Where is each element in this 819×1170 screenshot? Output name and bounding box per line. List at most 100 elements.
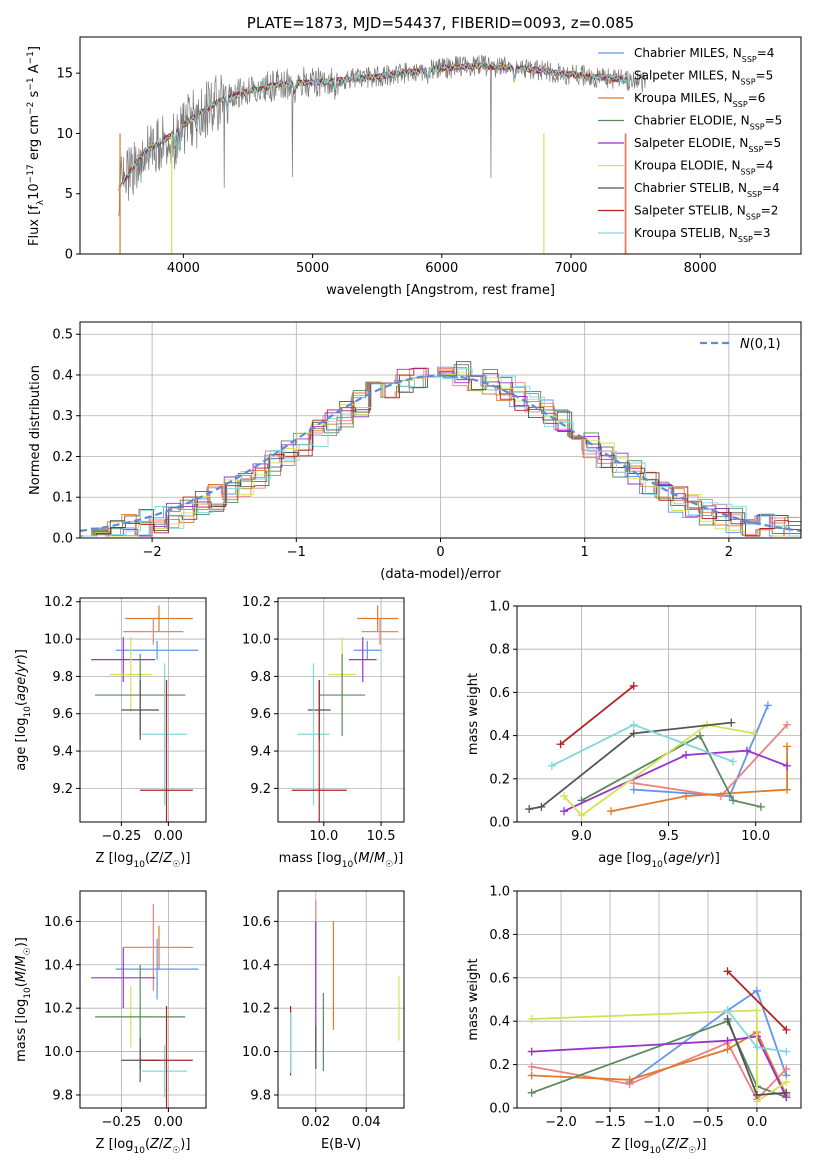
label-part: ( <box>661 1137 666 1152</box>
label-part: )] <box>710 851 720 866</box>
y-tick-label: 10.0 <box>242 633 271 648</box>
x-tick-label: 5000 <box>296 261 329 276</box>
y-tick-label: 9.8 <box>250 670 271 685</box>
weight-marker <box>742 746 751 755</box>
y-tick-label: 9.6 <box>250 707 271 722</box>
label-part: )] <box>14 649 29 659</box>
weight-marker <box>527 1062 536 1071</box>
y-tick-label: 10.2 <box>242 1002 271 1017</box>
x-axis-label: (data-model)/error <box>380 567 501 582</box>
weight-marker <box>527 1015 536 1024</box>
weight-marker <box>723 1036 732 1045</box>
label-part: age <box>668 851 692 866</box>
weight-marker <box>629 720 638 729</box>
y-tick-label: 15 <box>56 67 73 82</box>
axes-frame <box>277 597 405 823</box>
legend-tail: =5 <box>763 136 781 150</box>
weight-marker <box>629 681 638 690</box>
label-part: Z <box>149 1137 160 1152</box>
y-tick-label: 9.4 <box>52 745 73 760</box>
weight-marker <box>723 1015 732 1024</box>
label-part: yr <box>696 851 712 866</box>
label-part: age [log <box>598 851 651 866</box>
label-part: ] <box>27 46 42 51</box>
axes-frame <box>516 605 802 823</box>
legend-sub: SSP <box>733 100 748 109</box>
weight-marker <box>729 796 738 805</box>
y-tick-label: 9.8 <box>52 670 73 685</box>
legend-main: Kroupa MILES, N <box>634 91 733 105</box>
weight-marker <box>749 729 758 738</box>
y-tick-label: 0.4 <box>52 368 73 383</box>
weight-marker <box>560 807 569 816</box>
x-tick-label: 10.5 <box>367 829 396 844</box>
x-axis-label: E(B-V) <box>321 1137 361 1152</box>
x-tick-label: 0.00 <box>154 829 183 844</box>
x-tick-label: 6000 <box>425 261 458 276</box>
label-part: / <box>159 851 164 866</box>
axes-frame <box>79 597 207 823</box>
label-part: −17 <box>26 164 36 183</box>
legend-tail: =4 <box>757 46 775 60</box>
weight-marker <box>782 1047 791 1056</box>
legend-entry: N(0,1) <box>740 337 781 352</box>
y-axis-label: mass weight <box>466 958 481 1040</box>
label-part: ( <box>353 851 358 866</box>
x-tick-label: 4000 <box>167 261 200 276</box>
histogram-step <box>82 367 801 537</box>
label-part: 10 <box>23 706 33 718</box>
x-tick-label: 0.00 <box>154 1115 183 1130</box>
legend-entry: Chabrier STELIB, NSSP=4 <box>634 181 780 199</box>
weight-marker <box>695 731 704 740</box>
label-part: ☉ <box>385 860 393 870</box>
y-tick-label: 0.5 <box>52 328 73 343</box>
legend-main: Kroupa ELODIE, N <box>634 159 741 173</box>
y-tick-label: 10 <box>56 127 73 142</box>
weight-marker <box>537 802 546 811</box>
legend-sub: SSP <box>742 55 757 64</box>
weight-marker <box>723 1006 732 1015</box>
axes-frame <box>79 890 207 1109</box>
weight-marker <box>782 1077 791 1086</box>
weight-line <box>560 685 635 745</box>
x-axis-label: mass [log10(M/M☉)] <box>279 851 404 870</box>
y-tick-label: 9.6 <box>52 707 73 722</box>
y-tick-label: 0.2 <box>489 1058 510 1073</box>
label-part: Flux [f <box>27 205 42 246</box>
weight-line <box>581 734 762 808</box>
x-tick-label: 10.0 <box>741 829 770 844</box>
label-part: s <box>27 90 42 101</box>
label-part: / <box>370 851 375 866</box>
weight-marker <box>752 1006 761 1015</box>
label-part: Z <box>162 851 173 866</box>
y-tick-label: 0.8 <box>489 643 510 658</box>
legend-entry: Salpeter STELIB, NSSP=2 <box>634 204 778 222</box>
x-tick-label: 9.0 <box>571 829 592 844</box>
weight-line <box>529 721 732 810</box>
histogram-step <box>80 371 801 537</box>
weight-line <box>726 970 787 1031</box>
legend-entry: Kroupa MILES, NSSP=6 <box>634 91 765 109</box>
y-axis-label: mass weight <box>466 673 481 755</box>
model-line <box>118 62 628 191</box>
y-tick-label: 10.4 <box>44 958 73 973</box>
legend-main: N <box>740 337 750 352</box>
axes-frame <box>79 321 802 539</box>
y-tick-label: 0.3 <box>52 409 73 424</box>
y-tick-label: 0.2 <box>52 450 73 465</box>
label-part: Z <box>149 851 160 866</box>
model-line <box>118 62 628 191</box>
x-tick-label: −2 <box>143 545 162 560</box>
weight-line <box>629 989 788 1083</box>
histogram-step <box>80 368 799 537</box>
x-tick-label: −1.5 <box>594 1115 626 1130</box>
label-part: / <box>14 672 29 677</box>
x-tick-label: 1 <box>581 545 589 560</box>
label-part: ☉ <box>23 947 33 955</box>
legend-sub: SSP <box>747 190 762 199</box>
x-axis-label: age [log10(age/yr)] <box>598 851 720 870</box>
x-tick-label: 10.0 <box>309 829 338 844</box>
y-tick-label: 10.0 <box>242 1045 271 1060</box>
panel-mass_vs_Z: −0.25 0.009.810.010.210.410.6Z [log10(Z/Z… <box>14 890 207 1156</box>
axes-frame <box>79 36 802 255</box>
